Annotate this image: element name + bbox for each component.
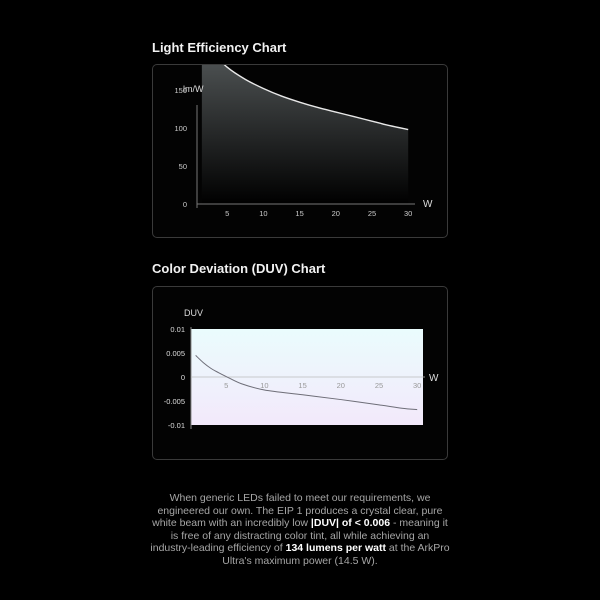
y-tick-label: 0.01 — [170, 325, 185, 334]
y-tick-label: 0.005 — [166, 349, 185, 358]
x-tick-label: 15 — [298, 381, 306, 390]
y-tick-label: 0 — [183, 200, 187, 209]
efficiency-chart: 05010015020025051015202530lm/WW — [174, 65, 433, 218]
efficiency-chart-title: Light Efficiency Chart — [152, 40, 287, 55]
y-tick-label: -0.01 — [168, 421, 185, 430]
text-part: When generic LEDs failed to meet our req… — [152, 492, 443, 530]
duv-chart-card: 0.01 0.005 0 -0.005 -0.01 5 10 15 20 25 30 DUV W — [152, 286, 448, 460]
x-axis-label: W — [429, 373, 439, 384]
y-tick-label: 100 — [174, 124, 187, 133]
x-tick-label: 25 — [375, 381, 383, 390]
efficiency-chart-card: 05010015020025051015202530lm/WW — [152, 64, 448, 238]
description-paragraph: When generic LEDs failed to meet our req… — [150, 492, 450, 568]
x-tick-label: 5 — [225, 209, 229, 218]
duv-chart: 0.01 0.005 0 -0.005 -0.01 5 10 15 20 25 30 DUV W — [164, 308, 439, 430]
x-tick-label: 30 — [404, 209, 412, 218]
text-part: - meaning it is free of any distracting … — [150, 517, 448, 555]
x-tick-label: 25 — [368, 209, 376, 218]
text-part: at the ArkPro Ultra's maximum power (14.… — [222, 542, 450, 567]
duv-chart-title: Color Deviation (DUV) Chart — [152, 261, 326, 276]
y-tick-label: 50 — [179, 162, 187, 171]
x-tick-label: 10 — [260, 381, 268, 390]
efficiency-highlight: 134 lumens per watt — [285, 542, 386, 555]
y-tick-label: 150 — [174, 86, 187, 95]
x-tick-label: 5 — [224, 381, 228, 390]
x-tick-label: 20 — [337, 381, 345, 390]
x-axis-label: W — [423, 199, 433, 210]
y-tick-label: -0.005 — [164, 397, 185, 406]
x-tick-label: 10 — [259, 209, 267, 218]
duv-highlight: |DUV| of < 0.006 — [310, 517, 391, 530]
series-line — [223, 65, 409, 131]
x-tick-label: 30 — [413, 381, 421, 390]
x-tick-label: 20 — [332, 209, 340, 218]
y-tick-label: 0 — [181, 373, 185, 382]
area-fill — [201, 65, 409, 204]
y-axis-label: lm/W — [183, 84, 204, 94]
x-tick-label: 15 — [295, 209, 303, 218]
series-line — [195, 355, 418, 411]
y-axis-label: DUV — [184, 308, 203, 318]
